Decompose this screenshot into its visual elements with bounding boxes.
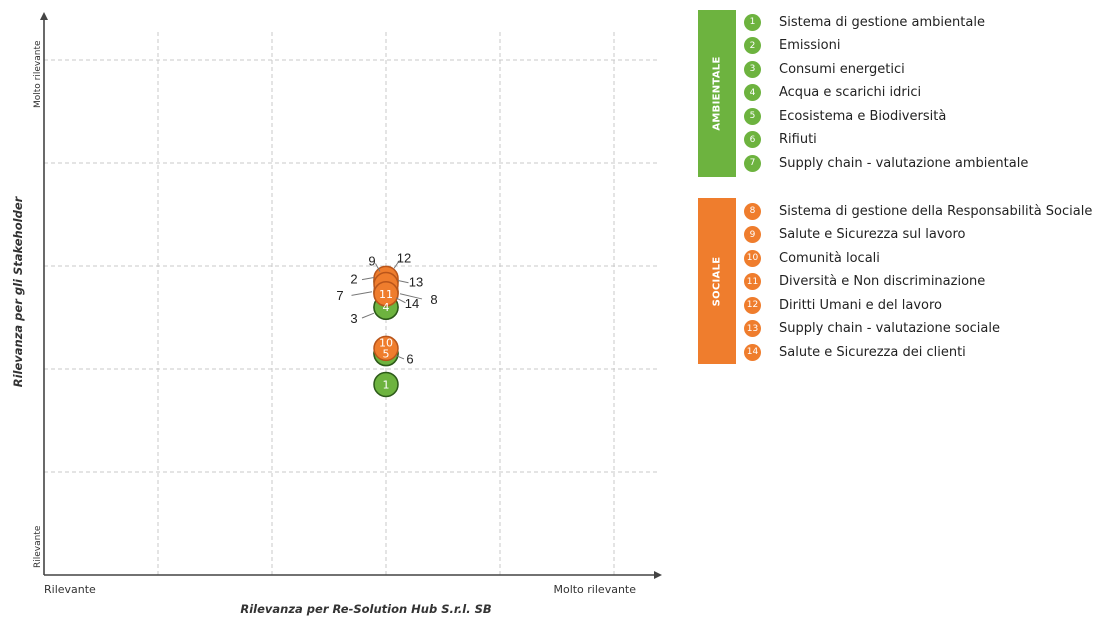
point-label-12: 12 bbox=[397, 250, 411, 265]
x-tick-low: Rilevante bbox=[44, 583, 96, 596]
point-label-8: 8 bbox=[430, 292, 437, 307]
y-axis-label: Rilevanza per gli Stakeholder bbox=[11, 195, 25, 387]
legend-label-14: Salute e Sicurezza dei clienti bbox=[779, 344, 966, 360]
leader-line-9 bbox=[375, 263, 381, 272]
legend-band-sociale: SOCIALE bbox=[698, 198, 736, 364]
legend-label-6: Rifiuti bbox=[779, 132, 817, 147]
legend-label-9: Salute e Sicurezza sul lavoro bbox=[779, 227, 966, 242]
legend-item-11: 11 Diversità e Non discriminazione bbox=[744, 272, 985, 292]
x-tick-high: Molto rilevante bbox=[553, 583, 636, 596]
legend-item-6: 6 Rifiuti bbox=[744, 130, 817, 150]
legend-badge-10: 10 bbox=[744, 249, 761, 267]
leader-line-8 bbox=[399, 293, 423, 300]
point-label-9: 9 bbox=[368, 253, 375, 268]
leader-line-7 bbox=[351, 291, 373, 296]
point-label-7: 7 bbox=[336, 288, 343, 303]
grid bbox=[44, 30, 660, 575]
legend-item-7: 7 Supply chain - valutazione ambientale bbox=[744, 153, 1028, 173]
legend-label-12: Diritti Umani e del lavoro bbox=[779, 297, 943, 313]
point-10 bbox=[373, 335, 399, 362]
legend-item-13: 13 Supply chain - valutazione sociale bbox=[744, 319, 1000, 339]
point-number-10: 10 bbox=[379, 336, 393, 349]
legend-badge-7: 7 bbox=[744, 154, 761, 172]
legend-label-2: Emissioni bbox=[779, 38, 841, 53]
y-axis-arrow bbox=[40, 12, 48, 20]
leader-line-2 bbox=[361, 276, 375, 281]
point-label-14: 14 bbox=[405, 296, 419, 311]
leader-line-12 bbox=[393, 260, 400, 269]
leader-line-3 bbox=[361, 312, 375, 319]
point-label-13: 13 bbox=[409, 275, 423, 290]
point-1 bbox=[373, 371, 399, 398]
legend-band-ambientale-title: AMBIENTALE bbox=[711, 56, 723, 131]
legend-badge-13: 13 bbox=[744, 320, 761, 337]
axes bbox=[40, 12, 662, 579]
legend-item-14: 14 Salute e Sicurezza dei clienti bbox=[744, 342, 966, 362]
legend-item-5: 5 Ecosistema e Biodiversità bbox=[744, 106, 946, 126]
legend-band-ambientale: AMBIENTALE bbox=[698, 10, 736, 177]
legend-item-9: 9 Salute e Sicurezza sul lavoro bbox=[744, 225, 965, 245]
point-number-11: 11 bbox=[379, 288, 393, 301]
point-label-3: 3 bbox=[350, 311, 357, 326]
legend-item-8: 8 Sistema di gestione della Responsabilit… bbox=[744, 201, 1092, 221]
point-number-5: 5 bbox=[383, 348, 390, 361]
point-14 bbox=[373, 281, 399, 307]
legend-label-8: Sistema di gestione della Responsabilità… bbox=[779, 203, 1093, 219]
legend-label-5: Ecosistema e Biodiversità bbox=[779, 108, 947, 124]
legend-badge-2: 2 bbox=[744, 37, 761, 54]
legend-item-12: 12 Diritti Umani e del lavoro bbox=[744, 295, 942, 315]
y-tick-high: Molto rilevante bbox=[33, 40, 43, 108]
legend-badge-8: 8 bbox=[744, 202, 761, 220]
leader-line-13 bbox=[397, 280, 409, 284]
legend-label-10: Comunità locali bbox=[779, 250, 880, 266]
legend-badge-12: 12 bbox=[744, 296, 761, 314]
point-number-1: 1 bbox=[383, 378, 390, 391]
legend-label-11: Diversità e Non discriminazione bbox=[779, 274, 986, 289]
legend-label-1: Sistema di gestione ambientale bbox=[779, 14, 985, 30]
legend-item-10: 10 Comunità locali bbox=[744, 248, 880, 268]
legend-badge-11: 11 bbox=[744, 273, 761, 290]
point-label-2: 2 bbox=[350, 271, 357, 286]
legend-band-sociale-title: SOCIALE bbox=[711, 256, 723, 306]
legend-item-1: 1 Sistema di gestione ambientale bbox=[744, 12, 985, 32]
y-tick-low: Rilevante bbox=[33, 525, 43, 568]
legend-badge-14: 14 bbox=[744, 343, 761, 361]
legend-item-4: 4 Acqua e scarichi idrici bbox=[744, 83, 921, 103]
point-number-4: 4 bbox=[383, 301, 390, 314]
legend-badge-3: 3 bbox=[744, 60, 761, 78]
x-axis-label: Rilevanza per Re-Solution Hub S.r.l. SB bbox=[240, 602, 492, 616]
point-label-6: 6 bbox=[406, 352, 413, 367]
legend-item-3: 3 Consumi energetici bbox=[744, 59, 905, 79]
legend-label-7: Supply chain - valutazione ambientale bbox=[779, 155, 1029, 171]
leader-line-6 bbox=[395, 355, 405, 360]
legend-badge-5: 5 bbox=[744, 107, 761, 125]
x-axis-arrow bbox=[654, 571, 662, 579]
legend-badge-1: 1 bbox=[744, 13, 761, 31]
legend-badge-9: 9 bbox=[744, 226, 761, 243]
leader-line-14 bbox=[395, 297, 406, 304]
legend-badge-4: 4 bbox=[744, 84, 761, 101]
legend-item-2: 2 Emissioni bbox=[744, 36, 840, 56]
legend-label-13: Supply chain - valutazione sociale bbox=[779, 321, 1000, 336]
legend-label-3: Consumi energetici bbox=[779, 61, 905, 77]
legend-label-4: Acqua e scarichi idrici bbox=[779, 85, 922, 100]
legend-badge-6: 6 bbox=[744, 131, 761, 148]
materiality-chart: Rilevante Molto rilevante Rilevanza per … bbox=[11, 12, 662, 616]
